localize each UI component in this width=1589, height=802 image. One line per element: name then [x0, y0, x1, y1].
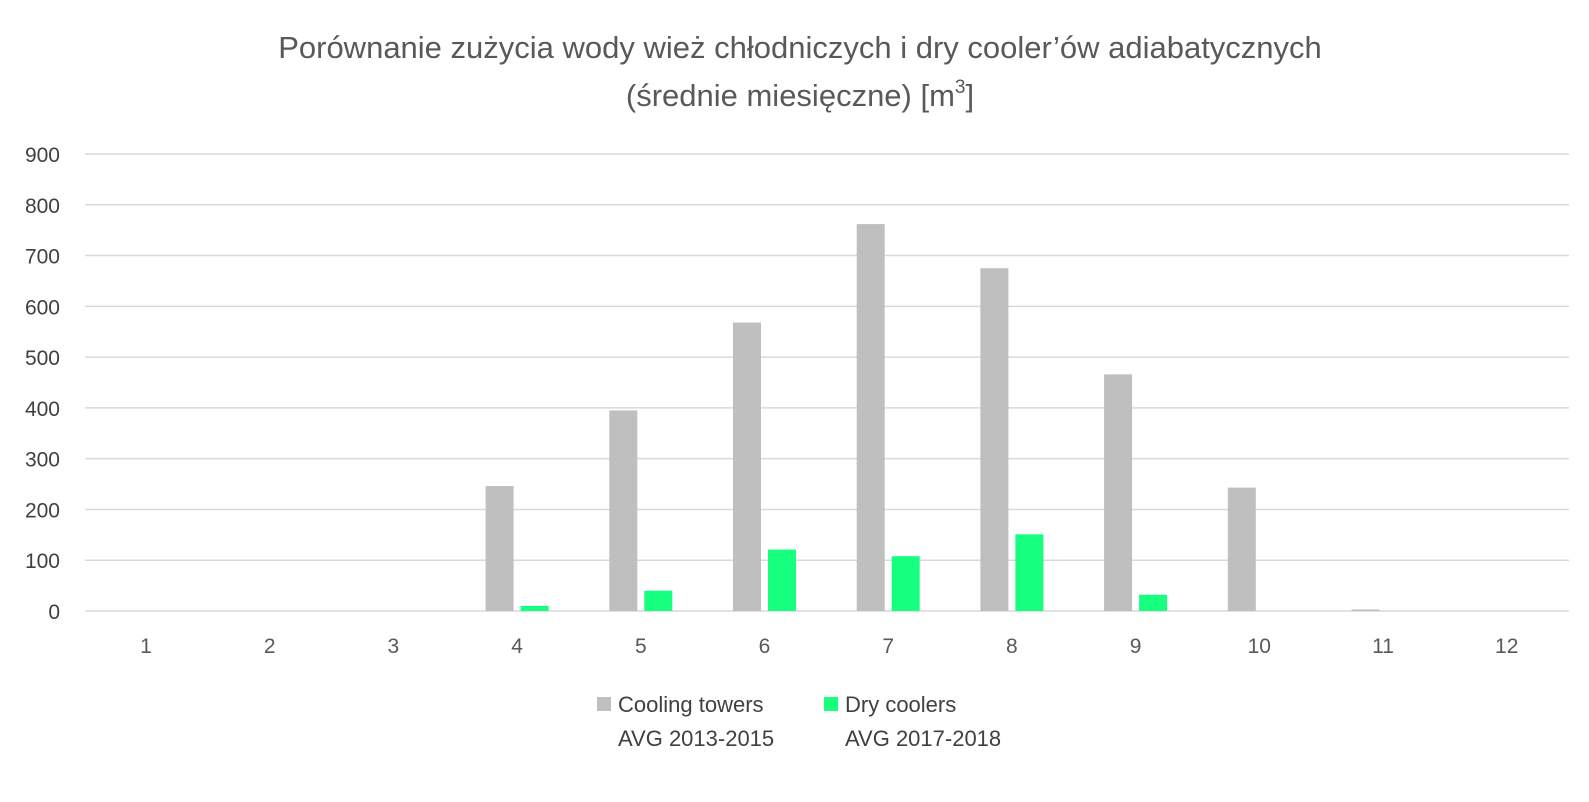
- bar-cooling-towers-5: [609, 410, 638, 611]
- x-tick-label-7: 7: [882, 635, 894, 658]
- y-tick-label-900: 900: [25, 144, 60, 167]
- bar-dry-coolers-5: [644, 590, 673, 611]
- y-tick-label-0: 0: [48, 601, 60, 624]
- x-tick-label-1: 1: [140, 635, 152, 658]
- y-tick-label-400: 400: [25, 398, 60, 421]
- legend-label-dry-coolers: Dry coolers: [845, 692, 956, 717]
- chart-title-line-2-text: (średnie miesięczne) [m: [626, 78, 955, 113]
- bar-cooling-towers-8: [980, 268, 1009, 611]
- bar-cooling-towers-11: [1351, 609, 1380, 611]
- x-tick-label-4: 4: [511, 635, 523, 658]
- y-tick-label-800: 800: [25, 195, 60, 218]
- x-tick-label-6: 6: [759, 635, 771, 658]
- legend-swatch-cooling-towers: [597, 697, 611, 711]
- x-tick-label-8: 8: [1006, 635, 1018, 658]
- chart-title-line-1: Porównanie zużycia wody wież chłodniczyc…: [278, 30, 1322, 65]
- chart-title-line-2: (średnie miesięczne) [m3]: [626, 77, 974, 113]
- bar-cooling-towers-6: [733, 322, 761, 611]
- y-tick-label-500: 500: [25, 347, 60, 370]
- legend-sublabel-dry-coolers: AVG 2017-2018: [845, 726, 1001, 751]
- gridlines: [85, 153, 1569, 612]
- y-axis-ticks: 0 100 200 300 400 500 600 700 800 900: [25, 144, 60, 624]
- bar-cooling-towers-9: [1104, 374, 1133, 611]
- y-tick-label-200: 200: [25, 499, 60, 522]
- x-tick-label-2: 2: [264, 635, 276, 658]
- legend: Cooling towers AVG 2013-2015 Dry coolers…: [597, 692, 1001, 751]
- chart-title-line-2-end: ]: [966, 78, 975, 113]
- bar-dry-coolers-8: [1015, 534, 1044, 611]
- legend-swatch-dry-coolers: [824, 697, 838, 711]
- x-tick-label-10: 10: [1248, 635, 1271, 658]
- x-tick-label-5: 5: [635, 635, 647, 658]
- bar-dry-coolers-4: [520, 605, 549, 611]
- bar-cooling-towers-10: [1227, 487, 1256, 611]
- y-tick-label-300: 300: [25, 449, 60, 472]
- bars: [485, 224, 1380, 611]
- chart-title-superscript: 3: [955, 77, 966, 98]
- y-tick-label-600: 600: [25, 296, 60, 319]
- bar-dry-coolers-9: [1139, 594, 1168, 611]
- legend-sublabel-cooling-towers: AVG 2013-2015: [618, 726, 774, 751]
- bar-dry-coolers-6: [768, 549, 796, 611]
- x-tick-label-3: 3: [388, 635, 400, 658]
- x-tick-label-9: 9: [1130, 635, 1142, 658]
- y-tick-label-700: 700: [25, 246, 60, 269]
- legend-label-cooling-towers: Cooling towers: [618, 692, 764, 717]
- bar-cooling-towers-4: [485, 486, 514, 611]
- bar-dry-coolers-7: [891, 556, 920, 611]
- bar-cooling-towers-7: [856, 224, 885, 611]
- x-tick-label-11: 11: [1372, 635, 1394, 658]
- y-tick-label-100: 100: [25, 550, 60, 573]
- x-tick-label-12: 12: [1495, 635, 1518, 658]
- x-axis-ticks: 1 2 3 4 5 6 7 8 9 10 11 12: [140, 635, 1518, 658]
